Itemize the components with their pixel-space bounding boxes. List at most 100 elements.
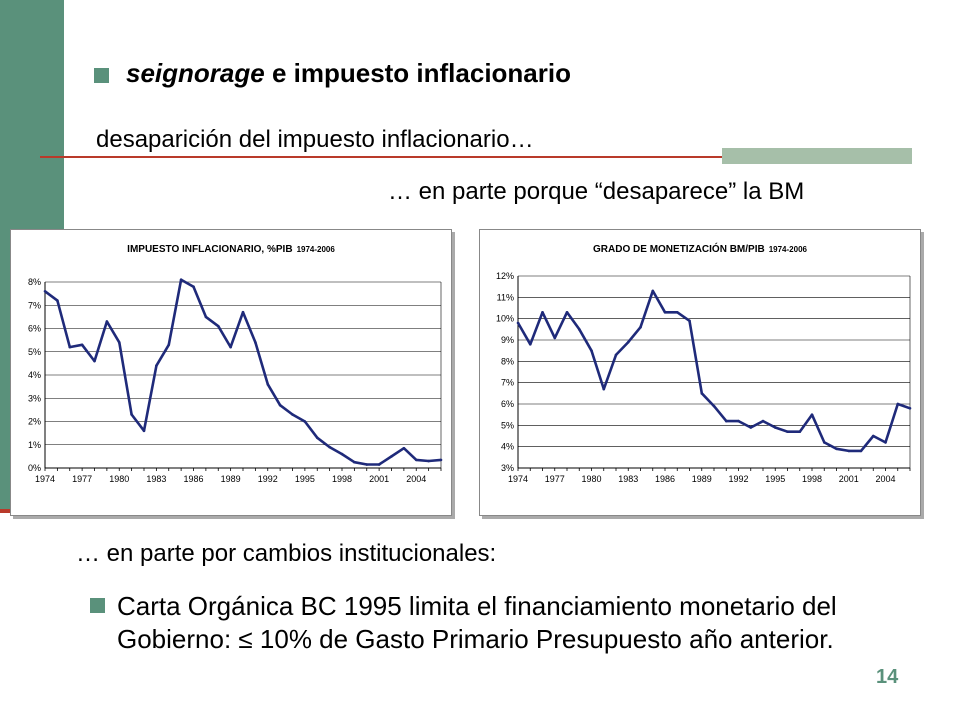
data-point [241, 310, 245, 314]
slide-title: seignorage e impuesto inflacionario [126, 58, 571, 89]
data-point [761, 419, 765, 423]
subtitle-line-2: … en parte porque “desaparece” la BM [388, 178, 805, 205]
data-point [700, 392, 704, 395]
data-point [204, 315, 208, 319]
series-line [44, 278, 442, 466]
data-point [142, 429, 146, 433]
data-point [229, 345, 232, 349]
data-point [737, 419, 740, 423]
x-tick-label: 1980 [109, 474, 129, 484]
x-tick-label: 1983 [618, 474, 638, 484]
data-point [663, 310, 667, 314]
x-tick-label: 1995 [765, 474, 785, 484]
chart-title-main: IMPUESTO INFLACIONARIO, %PIB [127, 244, 292, 255]
y-tick-label: 11% [497, 292, 514, 302]
data-point [414, 458, 418, 462]
data-point [216, 324, 220, 328]
data-point [773, 426, 777, 429]
x-tick-label: 1992 [728, 474, 748, 484]
data-point [626, 340, 630, 344]
data-point [688, 319, 691, 323]
x-tick-label: 1998 [332, 474, 352, 484]
y-tick-label: 0% [28, 463, 41, 473]
x-tick-label: 1980 [581, 474, 601, 484]
subtitle-line-3: … en parte por cambios institucionales: [76, 540, 497, 567]
x-tick-label: 2004 [875, 474, 895, 484]
data-point [427, 459, 430, 463]
y-tick-label: 5% [501, 420, 514, 430]
y-tick-label: 10% [496, 314, 514, 324]
data-point [266, 383, 270, 386]
data-point [353, 460, 356, 464]
y-tick-label: 12% [496, 271, 514, 281]
data-point [639, 325, 642, 329]
y-tick-label: 4% [501, 442, 514, 452]
chart-title-years: 1974-2006 [769, 245, 808, 254]
data-point [80, 343, 84, 347]
x-tick-label: 2001 [369, 474, 389, 484]
chart-title-years: 1974-2006 [297, 245, 336, 254]
y-tick-label: 8% [28, 277, 41, 287]
data-point [712, 404, 716, 408]
data-point [749, 426, 753, 429]
x-tick-label: 1986 [183, 474, 203, 484]
data-point [130, 413, 133, 416]
data-point [541, 310, 544, 314]
data-point [291, 413, 294, 416]
data-point [439, 458, 443, 462]
y-tick-label: 3% [501, 463, 514, 473]
data-point [565, 310, 569, 314]
x-tick-label: 1983 [146, 474, 166, 484]
x-tick-label: 2004 [406, 474, 426, 484]
y-tick-label: 5% [28, 347, 41, 357]
y-tick-label: 9% [501, 335, 514, 345]
data-point [577, 328, 581, 331]
x-tick-label: 1986 [655, 474, 675, 484]
x-tick-label: 1974 [508, 474, 528, 484]
data-point [56, 299, 59, 302]
data-point [847, 449, 851, 453]
data-point [675, 310, 679, 314]
x-tick-label: 1998 [802, 474, 822, 484]
data-point [254, 341, 257, 344]
data-point [155, 364, 158, 367]
data-point [402, 446, 406, 450]
x-tick-label: 1995 [295, 474, 315, 484]
data-point [105, 320, 109, 323]
chart-inflation-tax: IMPUESTO INFLACIONARIO, %PIB 1974-2006 0%… [10, 229, 452, 516]
chart-title-main: GRADO DE MONETIZACIÓN BM/PIB [593, 242, 765, 255]
data-point [786, 430, 789, 434]
y-tick-label: 3% [28, 393, 41, 403]
x-tick-label: 1992 [258, 474, 278, 484]
divider-rule [40, 156, 910, 158]
body-bullet-text: Carta Orgánica BC 1995 limita el financi… [117, 591, 837, 654]
data-point [835, 447, 838, 451]
data-point [167, 343, 171, 347]
y-tick-label: 4% [28, 370, 41, 380]
data-point [810, 413, 814, 416]
chart-monetization: GRADO DE MONETIZACIÓN BM/PIB 1974-2006 3%… [479, 229, 921, 516]
data-point [328, 445, 331, 449]
data-point [117, 341, 121, 344]
y-tick-label: 8% [501, 356, 514, 366]
data-point [798, 430, 802, 434]
data-point [859, 449, 863, 453]
data-point [871, 434, 875, 438]
data-point [43, 290, 47, 293]
x-tick-label: 1977 [72, 474, 92, 484]
data-point [614, 353, 618, 357]
title-rest: e impuesto inflacionario [264, 58, 571, 88]
data-point [651, 289, 655, 293]
y-tick-label: 6% [28, 324, 41, 334]
subtitle-line-1: desaparición del impuesto inflacionario… [96, 126, 534, 153]
data-point [340, 452, 344, 456]
x-tick-label: 1989 [692, 474, 712, 484]
chart-title: GRADO DE MONETIZACIÓN BM/PIB 1974-2006 [593, 242, 807, 255]
data-point [590, 349, 593, 352]
title-emphasis: seignorage [126, 58, 265, 88]
data-point [516, 321, 520, 325]
chart-title: IMPUESTO INFLACIONARIO, %PIB 1974-2006 [127, 244, 335, 255]
chart-monetization-svg: GRADO DE MONETIZACIÓN BM/PIB 1974-2006 3%… [496, 242, 912, 484]
data-point [822, 441, 826, 444]
data-point [884, 441, 887, 444]
